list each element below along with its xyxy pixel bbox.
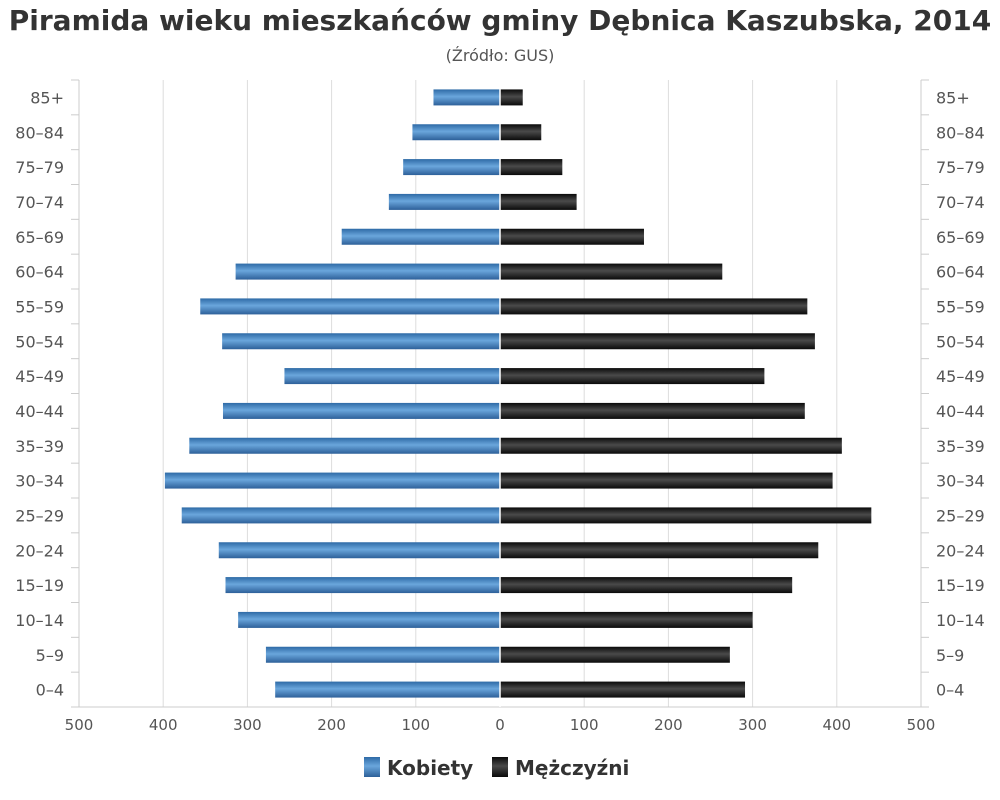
axes bbox=[71, 79, 929, 708]
x-tick-label: 500 bbox=[65, 716, 94, 734]
x-tick-label: 400 bbox=[822, 716, 851, 734]
x-tick-label: 200 bbox=[654, 716, 683, 734]
category-label-right: 20–24 bbox=[936, 541, 985, 560]
category-label-right: 85+ bbox=[936, 88, 970, 107]
category-label-left: 55–59 bbox=[15, 297, 64, 316]
x-tick-label: 200 bbox=[317, 716, 346, 734]
x-tick-label: 300 bbox=[738, 716, 767, 734]
grid-lines bbox=[162, 80, 838, 707]
x-tick-label: 100 bbox=[570, 716, 599, 734]
bar-mezczyzni bbox=[500, 159, 563, 176]
category-label-right: 10–14 bbox=[936, 611, 985, 630]
bar-kobiety bbox=[238, 611, 500, 628]
legend: Kobiety Mężczyźni bbox=[364, 756, 629, 780]
bars bbox=[164, 80, 872, 707]
bar-mezczyzni bbox=[500, 681, 746, 698]
category-label-right: 50–54 bbox=[936, 332, 985, 351]
bar-kobiety bbox=[222, 402, 500, 419]
category-label-right: 0–4 bbox=[936, 681, 964, 700]
category-label-right: 15–19 bbox=[936, 576, 985, 595]
category-label-left: 10–14 bbox=[15, 611, 64, 630]
bar-kobiety bbox=[412, 124, 500, 141]
category-label-right: 75–79 bbox=[936, 158, 985, 177]
chart-title: Piramida wieku mieszkańców gminy Dębnica… bbox=[8, 4, 992, 37]
bar-mezczyzni bbox=[500, 646, 730, 663]
category-label-right: 25–29 bbox=[936, 506, 985, 525]
x-tick-label: 0 bbox=[495, 716, 505, 734]
category-label-right: 60–64 bbox=[936, 263, 985, 282]
bar-mezczyzni bbox=[500, 228, 644, 245]
bar-mezczyzni bbox=[500, 333, 815, 350]
category-label-left: 60–64 bbox=[15, 263, 64, 282]
category-label-right: 45–49 bbox=[936, 367, 985, 386]
bar-mezczyzni bbox=[500, 124, 542, 141]
category-label-right: 35–39 bbox=[936, 437, 985, 456]
category-label-left: 65–69 bbox=[15, 228, 64, 247]
category-label-left: 30–34 bbox=[15, 472, 64, 491]
bar-kobiety bbox=[388, 193, 500, 210]
category-label-right: 40–44 bbox=[936, 402, 985, 421]
category-label-left: 15–19 bbox=[15, 576, 64, 595]
category-label-left: 25–29 bbox=[15, 506, 64, 525]
category-labels-right: 85+ 80–84 75–79 70–74 65–69 60–64 55–59 50–54 45… bbox=[936, 88, 985, 699]
bar-mezczyzni bbox=[500, 507, 872, 524]
x-tick-label: 400 bbox=[149, 716, 178, 734]
bar-mezczyzni bbox=[500, 298, 808, 315]
bar-kobiety bbox=[265, 646, 500, 663]
bar-mezczyzni bbox=[500, 193, 577, 210]
chart-subtitle: (Źródło: GUS) bbox=[445, 46, 555, 65]
bar-kobiety bbox=[341, 228, 500, 245]
bar-mezczyzni bbox=[500, 368, 765, 385]
category-label-right: 65–69 bbox=[936, 228, 985, 247]
category-label-right: 30–34 bbox=[936, 472, 985, 491]
x-tick-labels: 500 400 300 200 100 0 100 200 300 400 500 bbox=[65, 716, 936, 734]
category-label-left: 70–74 bbox=[15, 193, 64, 212]
category-label-left: 20–24 bbox=[15, 541, 64, 560]
legend-swatch-kobiety[interactable] bbox=[364, 757, 380, 777]
bar-kobiety bbox=[403, 159, 500, 176]
bar-mezczyzni bbox=[500, 437, 842, 454]
category-label-right: 5–9 bbox=[936, 646, 964, 665]
bar-mezczyzni bbox=[500, 402, 805, 419]
bar-kobiety bbox=[235, 263, 500, 280]
category-label-right: 55–59 bbox=[936, 297, 985, 316]
category-label-left: 45–49 bbox=[15, 367, 64, 386]
bar-mezczyzni bbox=[500, 89, 523, 106]
category-label-left: 0–4 bbox=[36, 681, 64, 700]
bar-mezczyzni bbox=[500, 263, 723, 280]
bar-kobiety bbox=[284, 368, 500, 385]
category-label-left: 80–84 bbox=[15, 123, 64, 142]
category-label-left: 35–39 bbox=[15, 437, 64, 456]
category-label-right: 70–74 bbox=[936, 193, 985, 212]
bar-kobiety bbox=[225, 577, 500, 594]
category-label-left: 40–44 bbox=[15, 402, 64, 421]
legend-label-mezczyzni[interactable]: Mężczyźni bbox=[515, 756, 629, 780]
legend-label-kobiety[interactable]: Kobiety bbox=[387, 756, 473, 780]
x-tick-label: 100 bbox=[401, 716, 430, 734]
category-label-left: 50–54 bbox=[15, 332, 64, 351]
category-label-left: 75–79 bbox=[15, 158, 64, 177]
bar-kobiety bbox=[275, 681, 500, 698]
category-label-left: 5–9 bbox=[36, 646, 64, 665]
category-labels-left: 85+ 80–84 75–79 70–74 65–69 60–64 55–59 50–54 45… bbox=[15, 88, 64, 699]
bar-mezczyzni bbox=[500, 611, 753, 628]
bar-kobiety bbox=[433, 89, 500, 106]
bar-kobiety bbox=[200, 298, 501, 315]
bar-mezczyzni bbox=[500, 542, 819, 559]
x-tick-label: 300 bbox=[233, 716, 262, 734]
category-label-left: 85+ bbox=[30, 88, 64, 107]
x-tick-label: 500 bbox=[907, 716, 936, 734]
bar-kobiety bbox=[222, 333, 500, 350]
bar-kobiety bbox=[181, 507, 500, 524]
bar-kobiety bbox=[189, 437, 500, 454]
bar-kobiety bbox=[218, 542, 500, 559]
bar-kobiety bbox=[164, 472, 500, 489]
bar-mezczyzni bbox=[500, 577, 793, 594]
bar-mezczyzni bbox=[500, 472, 833, 489]
legend-swatch-mezczyzni[interactable] bbox=[492, 757, 508, 777]
category-label-right: 80–84 bbox=[936, 123, 985, 142]
